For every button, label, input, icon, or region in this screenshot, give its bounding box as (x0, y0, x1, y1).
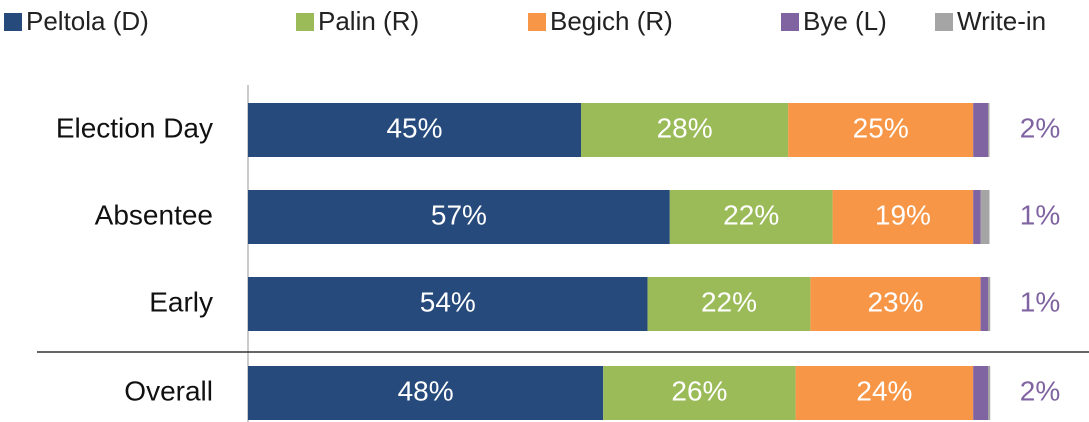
bar-segment (973, 366, 988, 420)
category-label: Overall (124, 375, 213, 406)
bar-segment (973, 190, 981, 244)
bar-segment (795, 366, 974, 420)
value-label: 48% (398, 375, 454, 406)
legend-label: Write-in (957, 6, 1046, 36)
value-label: 22% (701, 286, 757, 317)
value-label: 24% (856, 375, 912, 406)
value-label: 23% (867, 286, 923, 317)
legend-label: Peltola (D) (26, 6, 149, 36)
bar-segment (248, 277, 648, 331)
bar-segment (788, 103, 974, 157)
bar-segment (248, 190, 670, 244)
bar-segment (248, 103, 581, 157)
legend-swatch (781, 13, 799, 31)
bar-segment (669, 190, 833, 244)
value-label: 28% (657, 112, 713, 143)
value-label: 25% (853, 112, 909, 143)
value-label: 19% (875, 199, 931, 230)
bar-segment (988, 366, 991, 420)
category-label: Absentee (95, 199, 213, 230)
value-label: 22% (723, 199, 779, 230)
bar-segment (581, 103, 789, 157)
legend-label: Begich (R) (550, 6, 673, 36)
value-label: 2% (1020, 112, 1060, 143)
value-label: 1% (1020, 199, 1060, 230)
legend-label: Palin (R) (318, 6, 419, 36)
bar-segment (647, 277, 811, 331)
value-label: 26% (671, 375, 727, 406)
value-label: 57% (431, 199, 487, 230)
value-label: 45% (386, 112, 442, 143)
bar-segment (988, 103, 990, 157)
bar-segment (980, 277, 988, 331)
value-label: 1% (1020, 286, 1060, 317)
bar-segment (248, 366, 604, 420)
legend-swatch (528, 13, 546, 31)
bar-segment (988, 277, 991, 331)
category-label: Election Day (56, 112, 213, 143)
legend-label: Bye (L) (803, 6, 887, 36)
category-label: Early (149, 286, 213, 317)
legend-swatch (935, 13, 953, 31)
value-label: 2% (1020, 375, 1060, 406)
legend-swatch (4, 13, 22, 31)
value-label: 54% (420, 286, 476, 317)
bar-segment (603, 366, 796, 420)
bar-segment (810, 277, 981, 331)
bar-segment (980, 190, 990, 244)
bar-segment (973, 103, 988, 157)
legend-swatch (296, 13, 314, 31)
bar-segment (832, 190, 974, 244)
